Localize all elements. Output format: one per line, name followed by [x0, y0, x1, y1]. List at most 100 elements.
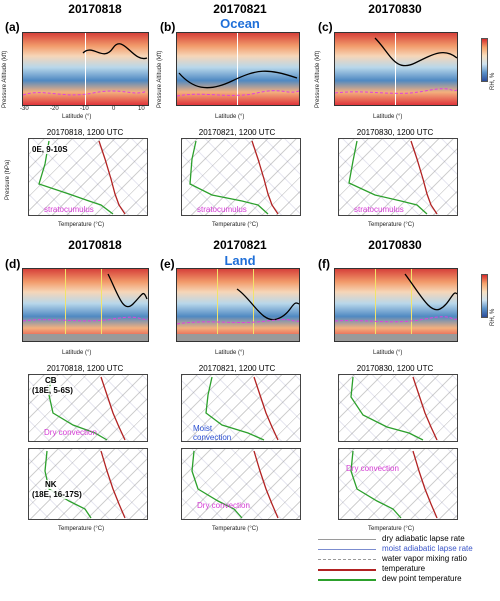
temperature-axis-label-d: Temperature (°C) [58, 526, 105, 532]
date-title-a: 20170818 [68, 2, 122, 16]
legend-swatch [318, 569, 376, 571]
rh-contour [177, 70, 299, 97]
skewt-title-c: 20170830, 1200 UTC [356, 128, 434, 137]
sounding-profiles [348, 140, 438, 215]
sounding-profiles [350, 376, 438, 441]
region-label-ocean: Ocean [220, 16, 260, 31]
legend-label: dew point temperature [382, 574, 462, 583]
cross-section-f [334, 268, 458, 342]
latitude-marker [85, 33, 86, 105]
rh-colorbar-label: RH, % [490, 72, 496, 90]
moist-convection-label-e: Moist convection [193, 424, 232, 442]
terrain [177, 334, 299, 341]
cross-section-c [334, 32, 458, 106]
legend-swatch [318, 579, 376, 581]
nk-site-coords: (18E, 16-17S) [31, 490, 83, 499]
skewt-b [181, 138, 301, 216]
legend-item-dry-adiabat: dry adiabatic lapse rate [318, 534, 500, 544]
skewt-title-a: 20170818, 1200 UTC [46, 128, 124, 137]
panel-letter-b: (b) [160, 20, 176, 34]
temperature-axis-label-b: Temperature (°C) [212, 222, 259, 228]
latitude-marker [411, 269, 412, 341]
temperature-axis-label-a: Temperature (°C) [58, 222, 105, 228]
sounding-profiles [191, 450, 279, 519]
skewt-title-e: 20170821, 1200 UTC [198, 364, 276, 373]
cb-site-coords: (18E, 5-6S) [31, 386, 74, 395]
legend-label: dry adiabatic lapse rate [382, 534, 465, 543]
latitude-axis-label-d: Latitude (°) [62, 350, 92, 356]
pressure-altitude-label-b: Pressure Altitude (kft) [157, 50, 163, 108]
latitude-marker [217, 269, 218, 341]
dry-convection-label-d: Dry convection [44, 428, 97, 437]
cb-site-name: CB [44, 376, 58, 385]
latitude-axis-label-a: Latitude (°) [62, 114, 92, 120]
date-title-c: 20170830 [368, 2, 422, 16]
panel-letter-a: (a) [5, 20, 20, 34]
legend-label: moist adiabatic lapse rate [382, 544, 473, 553]
legend-item-moist-adiabat: moist adiabatic lapse rate [318, 544, 500, 554]
pressure-label-a: Pressure (hPa) [5, 159, 11, 200]
latitude-axis-label-c: Latitude (°) [373, 114, 403, 120]
stratocumulus-label-c: stratocumulus [354, 205, 404, 214]
legend: dry adiabatic lapse rate moist adiabatic… [318, 534, 500, 584]
cross-section-d [22, 268, 149, 342]
skewt-f-nk [338, 448, 458, 520]
panel-letter-f: (f) [318, 257, 330, 271]
panel-letter-d: (d) [5, 257, 21, 271]
terrain [23, 334, 148, 341]
nk-site-name: NK [44, 480, 58, 489]
cross-section-e [176, 268, 300, 342]
legend-label: water vapor mixing ratio [382, 554, 467, 563]
skewt-c [338, 138, 458, 216]
dry-convection-label-f: Dry convection [346, 464, 399, 473]
rh-colorbar-land [481, 274, 488, 318]
rh-contour [177, 288, 299, 325]
legend-swatch [318, 559, 376, 560]
terrain [335, 334, 457, 341]
cross-section-a [22, 32, 149, 106]
legend-item-dew-point: dew point temperature [318, 574, 500, 584]
skewt-title-f: 20170830, 1200 UTC [356, 364, 434, 373]
pressure-altitude-label-a: Pressure Altitude (kft) [2, 50, 8, 108]
rh-contour [23, 43, 148, 96]
skewt-f-cb [338, 374, 458, 442]
temperature-axis-label-c: Temperature (°C) [368, 222, 415, 228]
panel-letter-e: (e) [160, 257, 175, 271]
legend-swatch [318, 549, 376, 550]
date-title-e: 20170821 [213, 238, 267, 252]
skewt-title-d: 20170818, 1200 UTC [46, 364, 124, 373]
cross-section-b [176, 32, 300, 106]
skewt-title-b: 20170821, 1200 UTC [198, 128, 276, 137]
lat-tick: 10 [138, 106, 145, 112]
lat-tick: -10 [80, 106, 89, 112]
rh-contour [335, 273, 457, 323]
stratocumulus-label-b: stratocumulus [197, 205, 247, 214]
temperature-axis-label-f: Temperature (°C) [368, 526, 415, 532]
lat-tick: 0 [112, 106, 116, 112]
latitude-marker [101, 269, 102, 341]
stratocumulus-label-a: stratocumulus [44, 205, 94, 214]
lat-tick: -30 [20, 106, 29, 112]
sounding-profiles [38, 140, 126, 215]
rh-contour [23, 273, 148, 322]
rh-contour [335, 37, 457, 94]
legend-label: temperature [382, 564, 426, 573]
region-label-land: Land [224, 253, 256, 268]
legend-swatch [318, 539, 376, 540]
temperature-axis-label-e: Temperature (°C) [212, 526, 259, 532]
dry-convection-label-e: Dry convection [197, 501, 250, 510]
latitude-marker [395, 33, 396, 105]
skewt-e-nk [181, 448, 301, 520]
date-title-d: 20170818 [68, 238, 122, 252]
sounding-profiles [205, 376, 279, 441]
panel-letter-c: (c) [318, 20, 333, 34]
latitude-marker [375, 269, 376, 341]
lat-tick: -20 [50, 106, 59, 112]
date-title-f: 20170830 [368, 238, 422, 252]
rh-colorbar [481, 38, 488, 82]
sounding-profiles [350, 450, 438, 519]
skewt-e-cb [181, 374, 301, 442]
legend-item-mixing-ratio: water vapor mixing ratio [318, 554, 500, 564]
pressure-altitude-label-c: Pressure Altitude (kft) [315, 50, 321, 108]
latitude-axis-label-b: Latitude (°) [215, 114, 245, 120]
